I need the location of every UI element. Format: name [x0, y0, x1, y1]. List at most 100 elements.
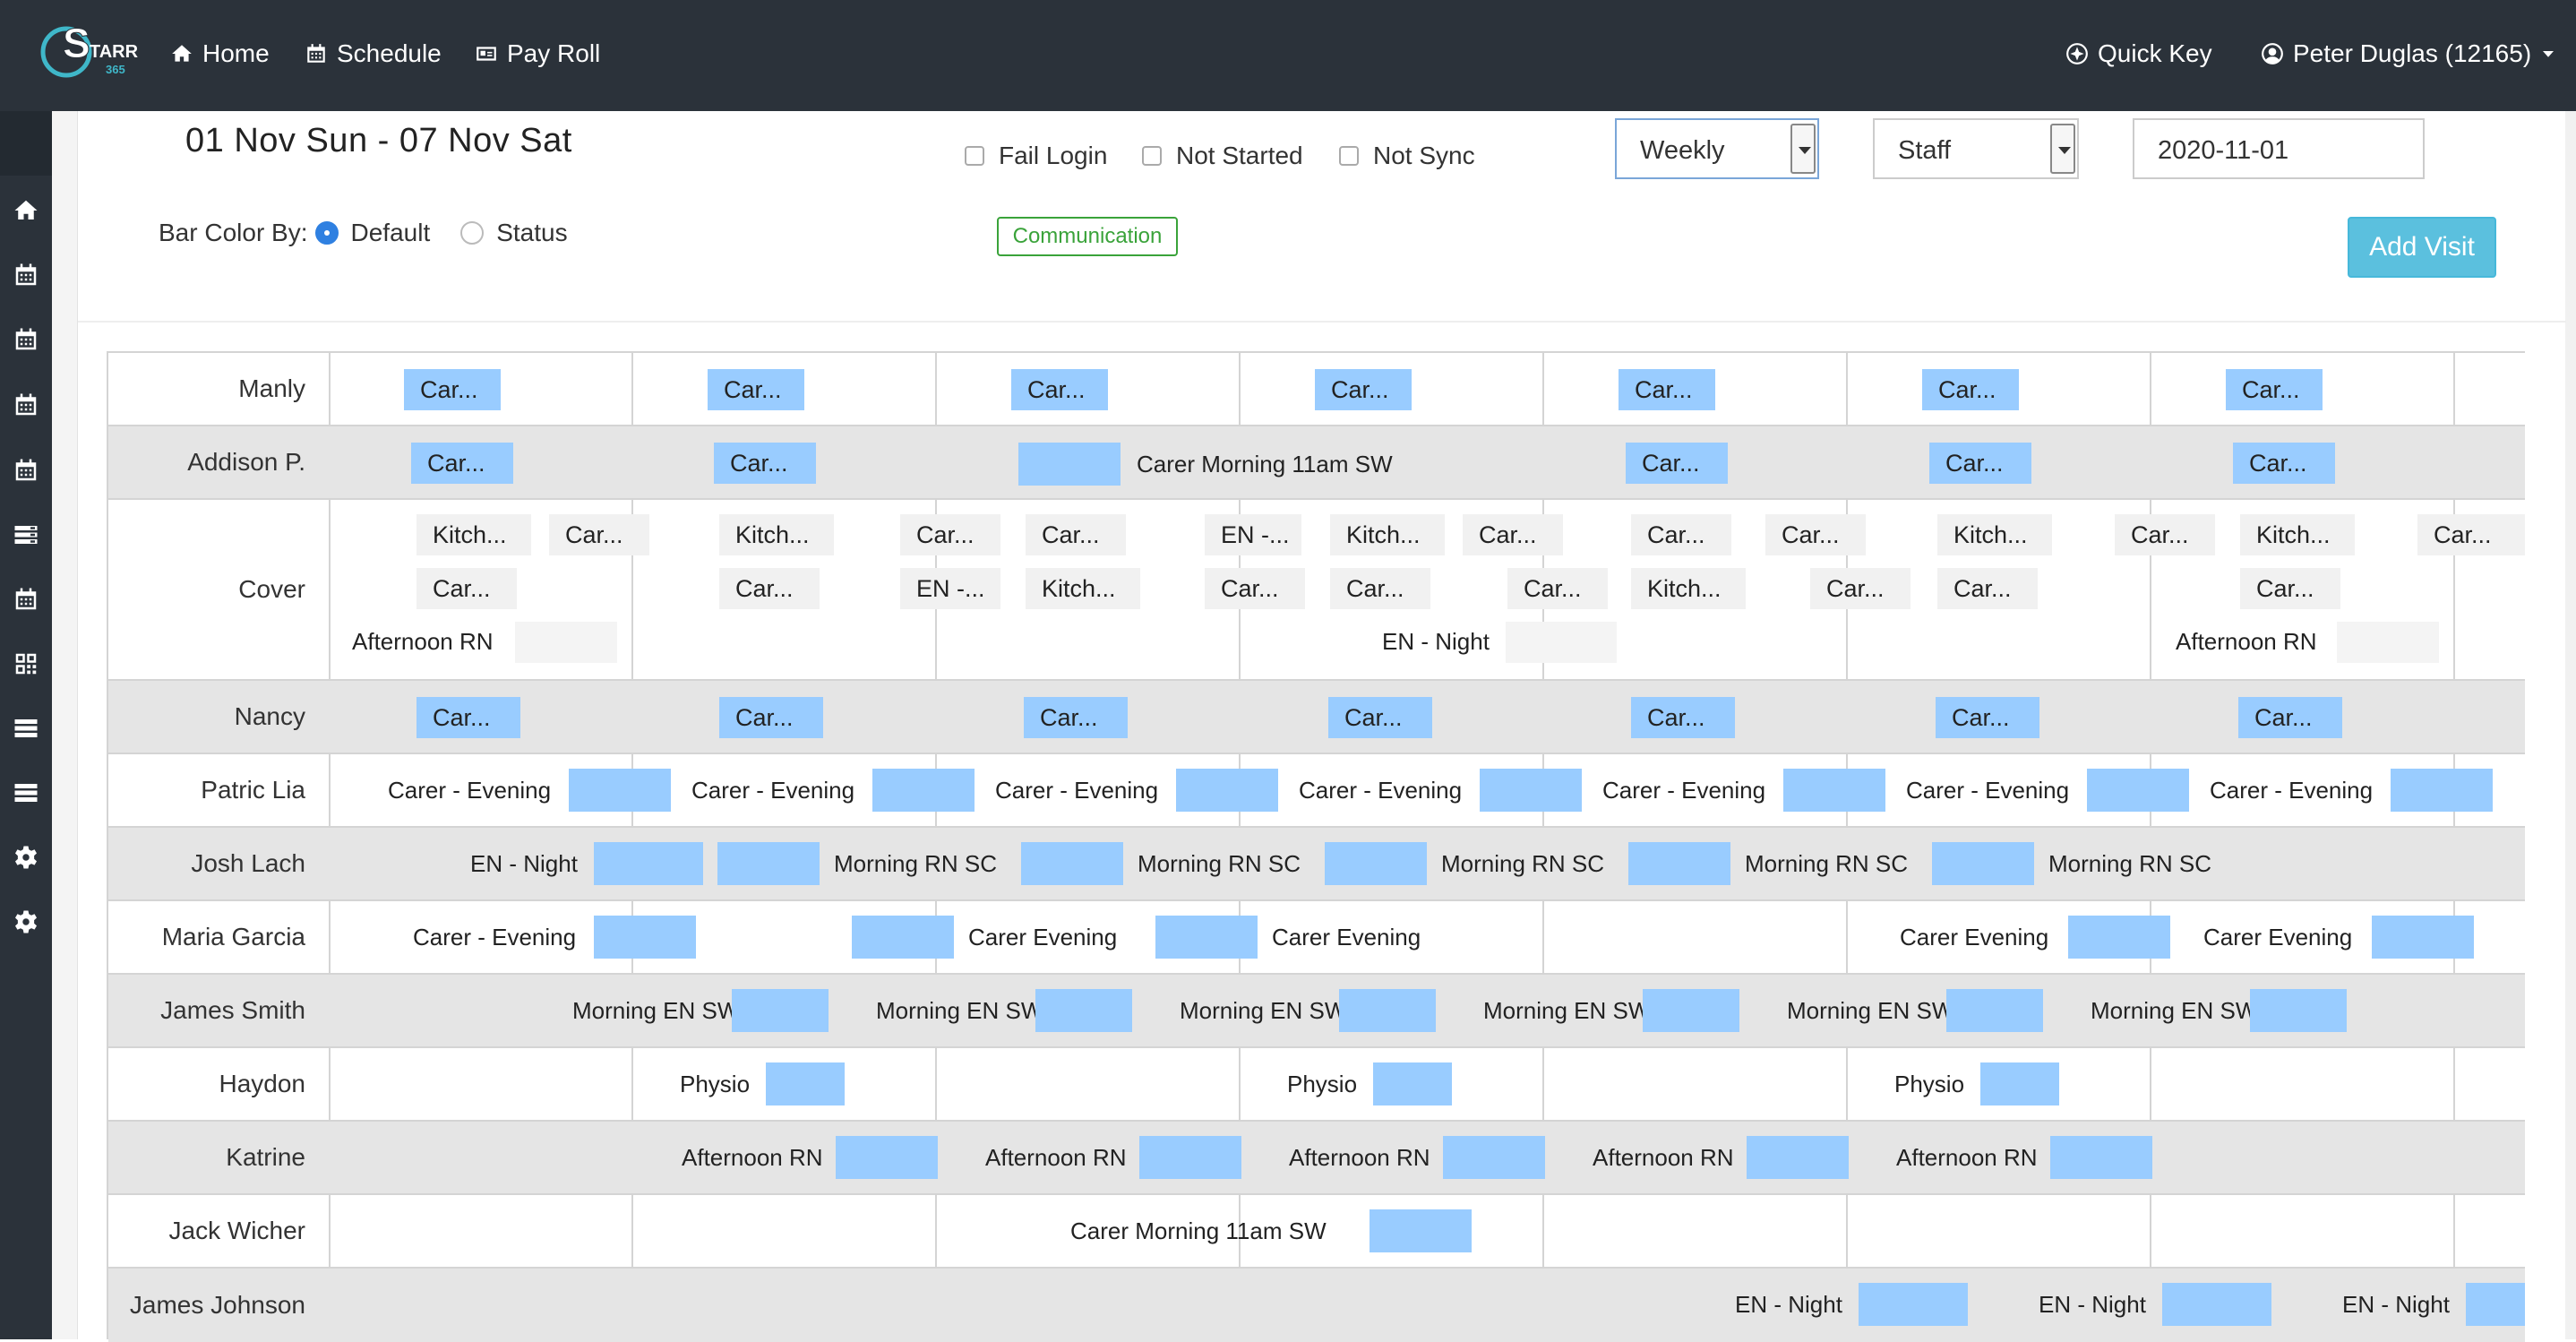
sidebar-calendar-icon[interactable] — [13, 391, 39, 418]
sidebar-calendar-icon[interactable] — [13, 457, 39, 484]
sidebar-tasks-icon[interactable] — [13, 521, 39, 548]
visit-bar[interactable] — [1035, 989, 1132, 1032]
visit-bar[interactable] — [872, 769, 975, 812]
visit-bar[interactable]: Car... — [1205, 568, 1305, 609]
visit-bar[interactable] — [1021, 842, 1123, 885]
visit-bar[interactable] — [732, 989, 829, 1032]
fail-login-checkbox[interactable]: Fail Login — [965, 142, 1107, 170]
communication-button[interactable]: Communication — [997, 217, 1178, 256]
status-radio[interactable] — [460, 221, 485, 245]
visit-bar[interactable]: Car... — [708, 369, 804, 410]
visit-bar[interactable] — [1859, 1283, 1968, 1326]
sidebar-qrcode-icon[interactable] — [13, 650, 39, 677]
visit-bar[interactable] — [515, 622, 617, 663]
visit-bar[interactable] — [594, 842, 703, 885]
visit-bar[interactable] — [1325, 842, 1427, 885]
visit-bar[interactable]: Kitch... — [1631, 568, 1746, 609]
dropdown-arrow-icon[interactable] — [2050, 124, 2075, 174]
visit-bar[interactable]: Car... — [1507, 568, 1608, 609]
visit-bar[interactable] — [1443, 1136, 1545, 1179]
visit-bar[interactable] — [836, 1136, 938, 1179]
visit-bar[interactable]: Car... — [1026, 514, 1126, 555]
visit-bar[interactable]: Car... — [2233, 443, 2335, 484]
visit-bar[interactable]: Car... — [2115, 514, 2215, 555]
visit-bar[interactable]: Car... — [404, 369, 501, 410]
visit-bar[interactable]: Car... — [1315, 369, 1412, 410]
visit-bar[interactable] — [2250, 989, 2347, 1032]
starr-logo[interactable]: S TARR 365 — [39, 20, 138, 84]
visit-bar[interactable]: Car... — [1765, 514, 1866, 555]
visit-bar[interactable] — [1946, 989, 2043, 1032]
visit-bar[interactable]: Kitch... — [1330, 514, 1445, 555]
sidebar-calendar-icon[interactable] — [13, 262, 39, 288]
visit-bar[interactable]: Kitch... — [719, 514, 834, 555]
visit-bar[interactable]: Car... — [416, 697, 520, 738]
sidebar-tasks-icon[interactable] — [13, 779, 39, 806]
visit-bar[interactable]: Car... — [1024, 697, 1128, 738]
visit-bar[interactable]: Car... — [549, 514, 649, 555]
dropdown-arrow-icon[interactable] — [1790, 124, 1816, 174]
visit-bar[interactable] — [1155, 916, 1258, 959]
not-sync-checkbox[interactable]: Not Sync — [1339, 142, 1475, 170]
visit-bar[interactable] — [2372, 916, 2474, 959]
nav-payroll[interactable]: Pay Roll — [475, 34, 600, 73]
visit-bar[interactable]: Car... — [900, 514, 1000, 555]
sidebar-tasks-icon[interactable] — [13, 715, 39, 742]
visit-bar[interactable] — [1747, 1136, 1849, 1179]
visit-bar[interactable]: Kitch... — [1937, 514, 2052, 555]
visit-bar[interactable]: Kitch... — [2240, 514, 2355, 555]
nav-quick-key[interactable]: Quick Key — [2065, 34, 2212, 73]
user-menu[interactable]: Peter Duglas (12165) — [2261, 34, 2556, 73]
not-started-checkbox[interactable]: Not Started — [1142, 142, 1303, 170]
date-input[interactable]: 2020-11-01 — [2133, 118, 2425, 179]
default-radio[interactable] — [314, 221, 339, 245]
visit-bar[interactable]: Car... — [714, 443, 816, 484]
visit-bar[interactable]: Car... — [1922, 369, 2019, 410]
visit-bar[interactable] — [766, 1062, 845, 1105]
visit-bar[interactable]: Car... — [1328, 697, 1432, 738]
visit-bar[interactable] — [1370, 1209, 1472, 1252]
visit-bar[interactable]: Car... — [719, 697, 823, 738]
visit-bar[interactable]: Car... — [1631, 514, 1731, 555]
visit-bar[interactable] — [852, 916, 954, 959]
visit-bar[interactable]: Car... — [1936, 697, 2039, 738]
visit-bar[interactable]: Car... — [1619, 369, 1715, 410]
visit-bar[interactable]: EN -... — [900, 568, 1000, 609]
visit-bar[interactable] — [1932, 842, 2034, 885]
visit-bar[interactable]: Car... — [1631, 697, 1735, 738]
visit-bar[interactable] — [1783, 769, 1885, 812]
visit-bar[interactable]: Car... — [411, 443, 513, 484]
visit-bar[interactable] — [1628, 842, 1730, 885]
visit-bar[interactable]: Car... — [1810, 568, 1911, 609]
visit-bar[interactable]: Car... — [1330, 568, 1430, 609]
sidebar-gear-icon[interactable] — [13, 844, 39, 871]
visit-bar[interactable] — [1018, 443, 1121, 486]
sidebar-calendar-icon[interactable] — [13, 326, 39, 353]
visit-bar[interactable]: Car... — [416, 568, 517, 609]
visit-bar[interactable] — [717, 842, 820, 885]
visit-bar[interactable]: Car... — [1463, 514, 1563, 555]
visit-bar[interactable]: Car... — [1626, 443, 1728, 484]
nav-home[interactable]: Home — [170, 34, 270, 73]
group-select[interactable]: Staff — [1873, 118, 2079, 179]
visit-bar[interactable]: Kitch... — [416, 514, 531, 555]
visit-bar[interactable]: Car... — [1011, 369, 1108, 410]
visit-bar[interactable] — [1373, 1062, 1452, 1105]
checkbox-box[interactable] — [965, 146, 984, 166]
visit-bar[interactable] — [2087, 769, 2189, 812]
visit-bar[interactable] — [2391, 769, 2493, 812]
visit-bar[interactable]: Car... — [719, 568, 820, 609]
visit-bar[interactable] — [569, 769, 671, 812]
page-scrollbar[interactable] — [2565, 111, 2576, 1339]
visit-bar[interactable] — [1339, 989, 1436, 1032]
visit-bar[interactable] — [1139, 1136, 1241, 1179]
checkbox-box[interactable] — [1339, 146, 1359, 166]
sidebar-calendar-icon[interactable] — [13, 586, 39, 613]
sidebar-gear-icon[interactable] — [13, 908, 39, 935]
sidebar-home-icon[interactable] — [13, 197, 39, 224]
nav-schedule[interactable]: Schedule — [305, 34, 442, 73]
visit-bar[interactable]: Car... — [2417, 514, 2525, 555]
visit-bar[interactable] — [2337, 622, 2439, 663]
visit-bar[interactable]: Car... — [1929, 443, 2031, 484]
visit-bar[interactable]: Car... — [2238, 697, 2342, 738]
